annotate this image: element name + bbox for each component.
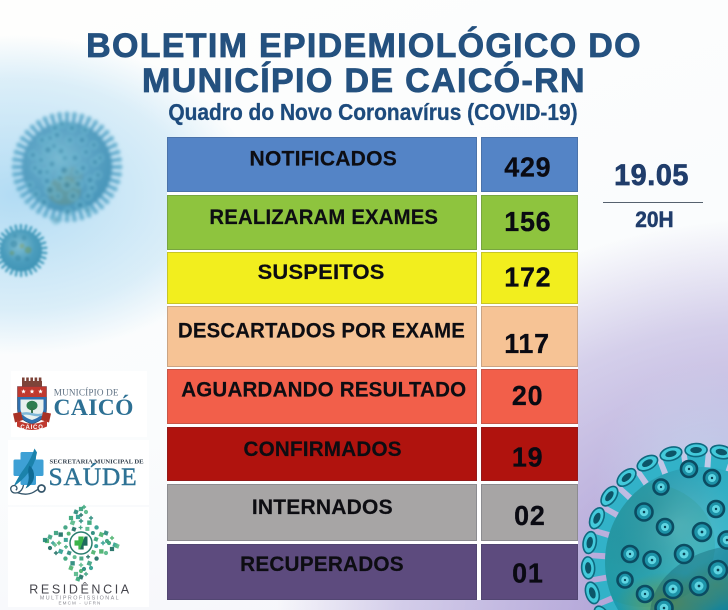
svg-text:MULTIPROFISSIONAL: MULTIPROFISSIONAL [40, 595, 120, 601]
svg-text:RESIDÊNCIA: RESIDÊNCIA [29, 581, 131, 596]
svg-text:MUNICÍPIO DE: MUNICÍPIO DE [54, 388, 119, 398]
svg-text:CAICO: CAICO [20, 425, 43, 431]
svg-text:SECRETARIA MUNICIPAL DE: SECRETARIA MUNICIPAL DE [50, 458, 145, 465]
svg-text:SAÚDE: SAÚDE [49, 462, 138, 491]
svg-text:CAICÓ: CAICÓ [54, 394, 134, 421]
svg-text:EMCM - UFRN: EMCM - UFRN [59, 600, 102, 605]
